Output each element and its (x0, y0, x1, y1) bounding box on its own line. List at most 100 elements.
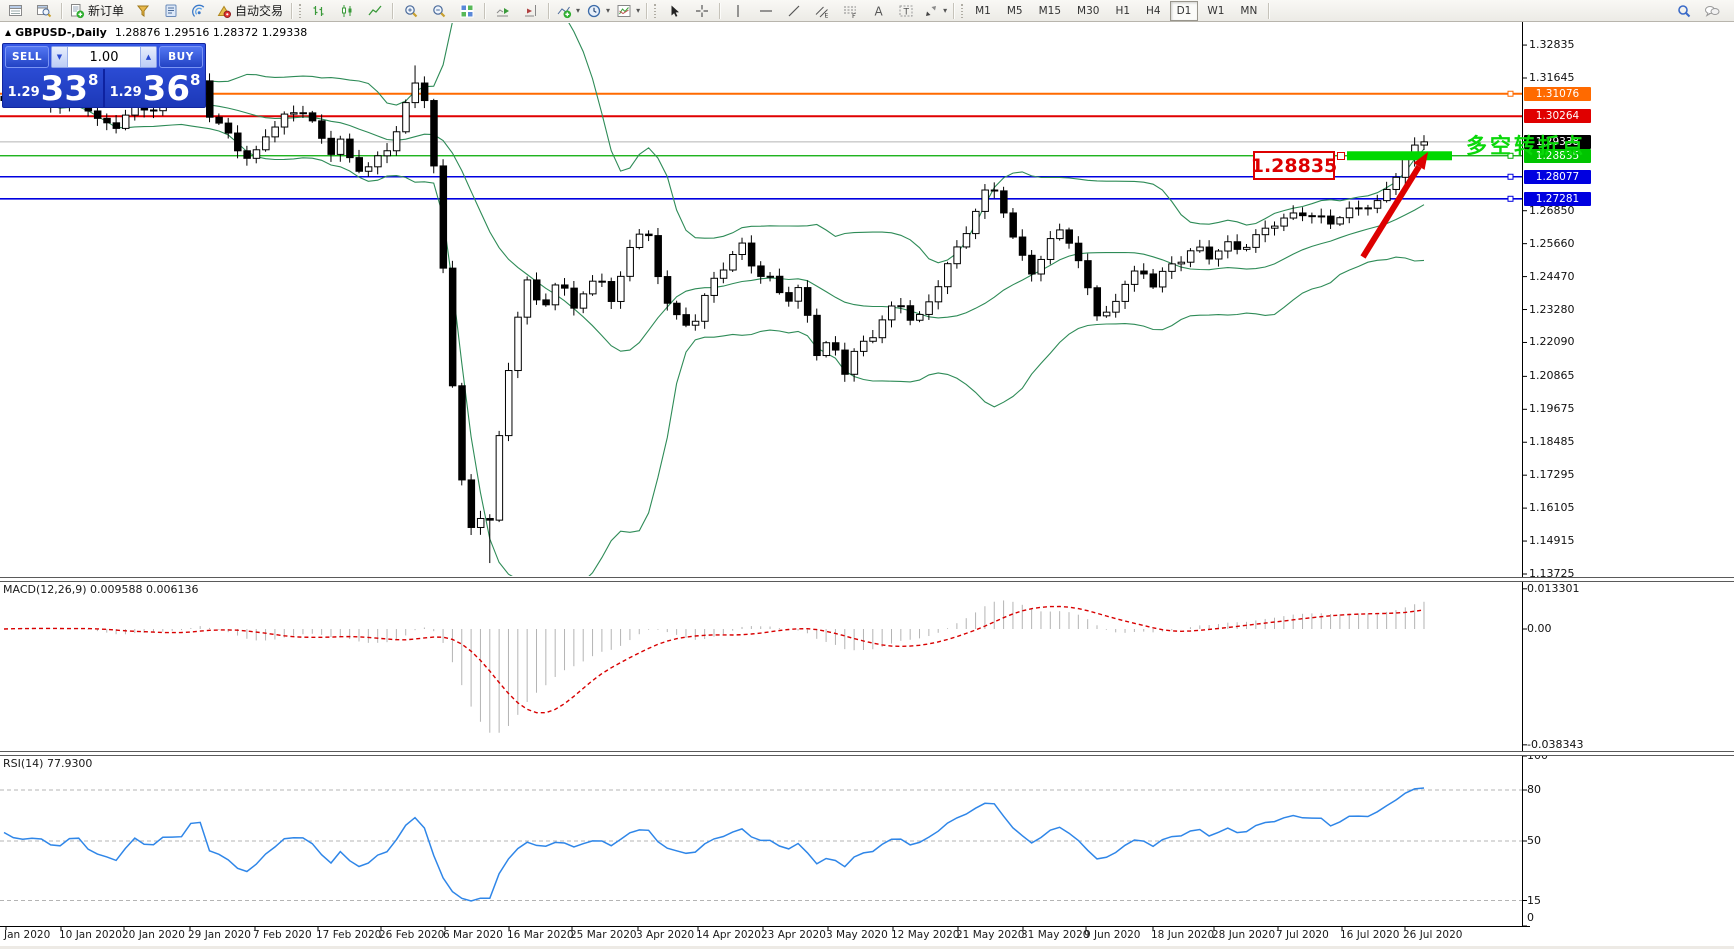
sell-price-sup: 8 (87, 71, 99, 89)
experts-button[interactable] (157, 0, 185, 22)
dropdown-arrow-icon[interactable]: ▾ (606, 6, 611, 15)
auto-scroll-button[interactable] (489, 0, 517, 22)
timeframe-m30-button[interactable]: M30 (1077, 4, 1100, 17)
buy-quote[interactable]: 1.29 36 8 (105, 69, 205, 107)
horizontal-line-button[interactable] (752, 0, 780, 22)
community-chat-button[interactable] (1698, 0, 1726, 22)
toolbar-separator (719, 2, 722, 19)
line-chart-button[interactable] (361, 0, 389, 22)
funnel-button[interactable] (129, 0, 157, 22)
chart-canvas[interactable] (0, 22, 1734, 934)
toolbar-separator (61, 2, 63, 19)
cursor-icon (671, 5, 680, 17)
buy-button[interactable]: BUY (159, 46, 203, 68)
svg-text:A: A (875, 4, 884, 18)
bar-chart-button[interactable] (305, 0, 333, 22)
chart-shift-icon (525, 4, 537, 16)
buy-price-sup: 8 (189, 71, 201, 89)
timeframe-mn-button[interactable]: MN (1240, 4, 1258, 17)
date-tick-label: 17 Feb 2020 (316, 929, 382, 941)
level-line-handle[interactable] (1507, 152, 1514, 159)
rsi-series (0, 787, 1522, 902)
toolbar-grip[interactable] (960, 2, 966, 19)
toolbar-separator (646, 2, 649, 19)
fibonacci-icon: F (844, 6, 857, 19)
rsi-panel-splitter[interactable] (0, 751, 1734, 756)
timeframe-h4-button[interactable]: H4 (1146, 4, 1161, 17)
search-button[interactable] (1670, 0, 1698, 22)
level-line-handle[interactable] (1507, 173, 1514, 180)
macd-indicator-label: MACD(12,26,9) 0.009588 0.006136 (3, 583, 199, 596)
sell-quote[interactable]: 1.29 33 8 (3, 69, 105, 107)
annotation-anchor-handle[interactable] (1337, 152, 1345, 160)
sell-price-big: 33 (40, 69, 88, 110)
svg-text:T: T (903, 7, 910, 17)
vertical-line-button[interactable] (724, 0, 752, 22)
charts-list-button[interactable] (2, 0, 30, 22)
main-toolbar: 新订单 自动交易 ▾ ▾ ▾ E F A T ▾ M1 M5 M15 M30 H1 H4 D1 W1 MN (0, 0, 1734, 22)
cursor-button[interactable] (660, 0, 688, 22)
volume-decrease-icon[interactable]: ▼ (52, 47, 68, 67)
autotrading-button[interactable]: 自动交易 (213, 0, 288, 22)
timeframe-m1-button[interactable]: M1 (975, 4, 991, 17)
timeframe-d1-button[interactable]: D1 (1169, 0, 1199, 21)
level-line-handle[interactable] (1507, 195, 1514, 202)
toolbar-grip[interactable] (653, 2, 659, 19)
new-order-button[interactable]: 新订单 (66, 0, 129, 22)
chart-ohlc-values: 1.28876 1.29516 1.28372 1.29338 (114, 26, 308, 39)
chart-shift-button[interactable] (517, 0, 545, 22)
bollinger-bands (3, 23, 1425, 576)
sell-button[interactable]: SELL (5, 46, 49, 68)
vertical-line-icon (737, 4, 739, 17)
volume-increase-icon[interactable]: ▲ (140, 47, 156, 67)
periods-button[interactable]: ▾ (583, 0, 613, 22)
new-order-button-label: 新订单 (88, 4, 125, 18)
date-tick-label: 10 Jan 2020 (59, 929, 122, 941)
macd-panel-splitter[interactable] (0, 577, 1734, 582)
toolbar-grip[interactable] (298, 2, 304, 19)
text-label-button[interactable]: T (892, 0, 920, 22)
horizontal-level-lines[interactable] (0, 92, 1522, 200)
arrows-icon (926, 5, 937, 16)
trend-arrow[interactable] (1360, 152, 1428, 259)
volume-input[interactable]: 1.00 (89, 49, 119, 65)
turning-point-note[interactable]: 多空转折点 (1466, 134, 1586, 158)
price-annotation-box[interactable]: 1.28835 (1251, 151, 1337, 180)
auto-scroll-icon (496, 7, 510, 16)
date-tick-label: 21 May 2020 (956, 929, 1025, 941)
signals-button[interactable] (185, 0, 213, 22)
dropdown-arrow-icon[interactable]: ▾ (636, 6, 641, 15)
tile-windows-button[interactable] (453, 0, 481, 22)
dropdown-arrow-icon[interactable]: ▾ (943, 6, 948, 15)
timeframe-m5-button[interactable]: M5 (1006, 4, 1023, 17)
indicators-button[interactable]: ▾ (553, 0, 583, 22)
support-zone-bar[interactable] (1347, 151, 1452, 161)
timeframe-m15-button[interactable]: M15 (1038, 4, 1062, 17)
date-tick-label: 29 Jan 2020 (188, 929, 251, 941)
zoom-out-button[interactable] (425, 0, 453, 22)
date-tick-label: 12 May 2020 (891, 929, 960, 941)
trendline-button[interactable] (780, 0, 808, 22)
fibonacci-button[interactable]: F (836, 0, 864, 22)
data-window-button[interactable] (30, 0, 58, 22)
crosshair-button[interactable] (688, 0, 716, 22)
toolbar-separator (484, 2, 487, 19)
zoom-out-icon (433, 4, 446, 17)
periods-icon (587, 4, 601, 17)
toolbar-right-group (1670, 0, 1734, 22)
collapse-panel-icon[interactable]: ▲ (5, 28, 12, 37)
arrows-button[interactable]: ▾ (920, 0, 950, 22)
volume-stepper: ▼ 1.00 ▲ (51, 46, 157, 68)
toolbar-separator (1268, 2, 1271, 19)
level-line-handle[interactable] (1507, 90, 1514, 97)
text-button[interactable]: A (864, 0, 892, 22)
equidistant-channel-button[interactable]: E (808, 0, 836, 22)
templates-button[interactable]: ▾ (613, 0, 643, 22)
zoom-in-button[interactable] (397, 0, 425, 22)
timeframe-w1-button[interactable]: W1 (1207, 4, 1225, 17)
candlestick-button[interactable] (333, 0, 361, 22)
buy-price-prefix: 1.29 (109, 85, 142, 100)
dropdown-arrow-icon[interactable]: ▾ (576, 6, 581, 15)
charts-list-icon (9, 4, 22, 16)
timeframe-h1-button[interactable]: H1 (1115, 4, 1131, 17)
